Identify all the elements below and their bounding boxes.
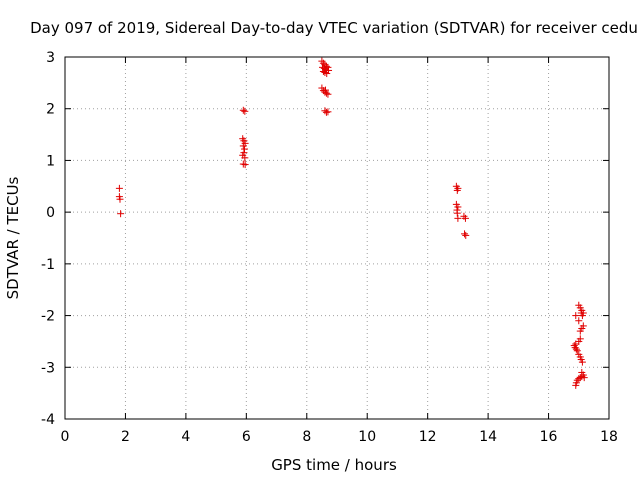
- data-point: [239, 106, 247, 114]
- data-point: [319, 59, 327, 67]
- y-tick-label: 1: [46, 153, 55, 169]
- x-tick-label: 10: [358, 429, 376, 445]
- data-point: [324, 108, 332, 116]
- data-point: [453, 209, 461, 217]
- data-point: [320, 64, 328, 72]
- data-point: [241, 107, 249, 115]
- y-tick-label: -3: [41, 360, 55, 376]
- data-point: [453, 186, 461, 194]
- data-point: [578, 312, 586, 320]
- data-point: [454, 214, 462, 222]
- grid-lines: [65, 57, 609, 419]
- data-point: [322, 108, 330, 116]
- data-point: [241, 154, 249, 162]
- data-point: [324, 63, 332, 71]
- data-point: [325, 66, 333, 74]
- y-tick-label: -1: [41, 257, 55, 273]
- data-point: [241, 161, 249, 169]
- data-point: [323, 70, 331, 78]
- chart-title: Day 097 of 2019, Sidereal Day-to-day VTE…: [30, 19, 638, 37]
- data-point: [572, 340, 580, 348]
- data-point: [572, 381, 580, 389]
- y-tick-label: 3: [46, 50, 55, 66]
- data-point: [461, 230, 469, 238]
- x-tick-label: 6: [242, 429, 251, 445]
- data-point: [573, 347, 581, 355]
- x-tick-labels: 0 2 4 6 8 10 12 14 16 18: [61, 429, 618, 445]
- data-points: [115, 57, 588, 389]
- data-point: [322, 89, 330, 97]
- x-tick-label: 2: [121, 429, 130, 445]
- x-tick-label: 0: [61, 429, 70, 445]
- plot-frame: [64, 56, 610, 420]
- data-point: [241, 145, 249, 153]
- y-tick-label: -4: [41, 412, 55, 428]
- x-axis-label: GPS time / hours: [271, 456, 397, 474]
- x-tick-label: 12: [419, 429, 437, 445]
- data-point: [461, 214, 469, 222]
- y-tick-labels: -4 -3 -2 -1 0 1 2 3: [41, 50, 55, 428]
- data-point: [578, 358, 586, 366]
- data-point: [115, 184, 123, 192]
- data-point: [454, 203, 462, 211]
- x-tick-label: 14: [479, 429, 497, 445]
- data-point: [578, 373, 586, 381]
- x-tick-label: 18: [600, 429, 618, 445]
- data-point: [572, 312, 580, 320]
- data-point: [321, 69, 329, 77]
- y-tick-label: -2: [41, 309, 55, 325]
- data-point: [116, 195, 124, 203]
- data-point: [117, 210, 125, 218]
- data-point: [324, 90, 332, 98]
- data-point: [579, 322, 587, 330]
- y-axis-label: SDTVAR / TECUs: [4, 176, 22, 299]
- y-tick-label: 2: [46, 102, 55, 118]
- data-point: [322, 86, 330, 94]
- axis-ticks: [64, 56, 610, 420]
- data-point: [321, 107, 329, 115]
- data-point: [239, 142, 247, 150]
- data-point: [462, 231, 470, 239]
- data-point: [239, 160, 247, 168]
- x-tick-label: 8: [302, 429, 311, 445]
- x-tick-label: 16: [540, 429, 558, 445]
- data-point: [575, 317, 583, 325]
- y-tick-label: 0: [46, 205, 55, 221]
- x-tick-label: 4: [181, 429, 190, 445]
- data-point: [572, 345, 580, 353]
